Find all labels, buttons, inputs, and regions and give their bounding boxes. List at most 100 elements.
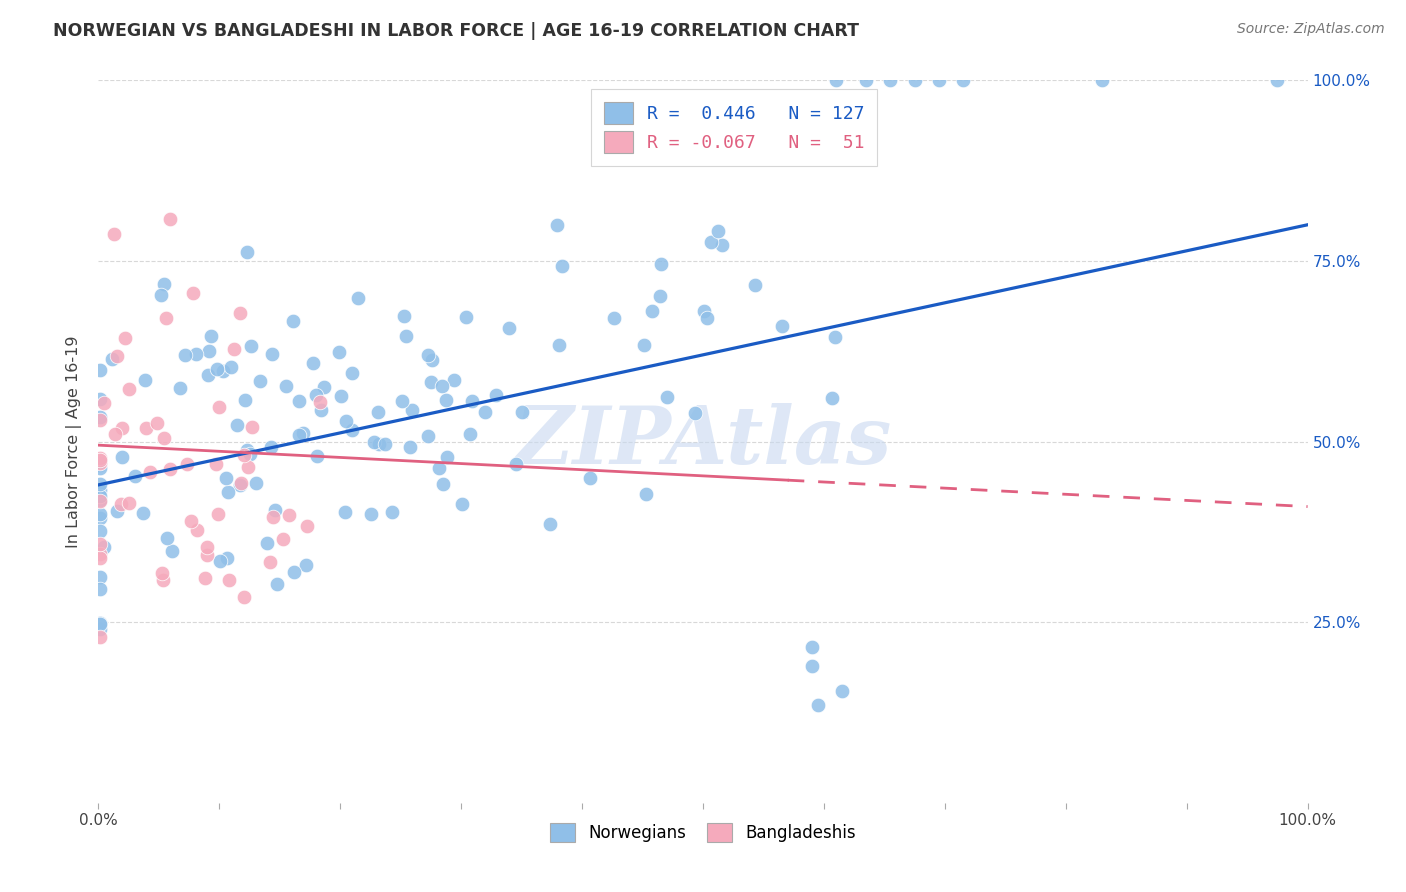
Point	[381, 505, 404, 519]
Point	[110, 497, 132, 511]
Point	[231, 475, 253, 490]
Point	[546, 218, 568, 232]
Point	[633, 337, 655, 351]
Point	[89, 630, 111, 644]
Point	[744, 278, 766, 293]
Point	[89, 413, 111, 427]
Y-axis label: In Labor Force | Age 16-19: In Labor Force | Age 16-19	[66, 335, 83, 548]
Point	[398, 441, 420, 455]
Point	[100, 351, 122, 366]
Point	[340, 366, 363, 380]
Point	[420, 375, 443, 389]
Point	[89, 537, 111, 551]
Point	[236, 244, 259, 259]
Point	[245, 476, 267, 491]
Point	[150, 287, 173, 301]
Point	[222, 342, 245, 356]
Point	[401, 402, 423, 417]
Point	[194, 571, 217, 585]
Point	[153, 431, 176, 445]
Point	[169, 380, 191, 394]
Point	[89, 392, 111, 407]
Point	[114, 331, 136, 345]
Point	[197, 368, 219, 382]
Point	[209, 554, 232, 568]
Point	[207, 361, 229, 376]
Point	[89, 570, 111, 584]
Point	[451, 497, 474, 511]
Point	[1091, 73, 1114, 87]
Point	[226, 418, 249, 433]
Point	[240, 419, 263, 434]
Point	[333, 505, 356, 519]
Point	[800, 658, 823, 673]
Point	[232, 448, 254, 462]
Point	[89, 483, 111, 497]
Point	[443, 373, 465, 387]
Point	[103, 227, 125, 241]
Point	[434, 393, 457, 408]
Point	[104, 426, 127, 441]
Point	[287, 428, 309, 442]
Point	[418, 348, 440, 362]
Point	[150, 566, 173, 581]
Point	[198, 344, 221, 359]
Point	[474, 405, 496, 419]
Point	[547, 337, 569, 351]
Point	[706, 224, 728, 238]
Point	[89, 452, 111, 467]
Point	[105, 349, 128, 363]
Point	[650, 289, 672, 303]
Point	[89, 622, 111, 636]
Point	[374, 437, 396, 451]
Point	[510, 405, 533, 419]
Point	[132, 506, 155, 520]
Point	[107, 504, 129, 518]
Point	[294, 558, 316, 573]
Point	[89, 550, 111, 565]
Point	[93, 540, 115, 554]
Point	[262, 509, 284, 524]
Point	[89, 507, 111, 521]
Point	[277, 508, 299, 522]
Point	[551, 260, 574, 274]
Point	[229, 306, 252, 320]
Point	[271, 532, 294, 546]
Point	[657, 390, 679, 404]
Point	[305, 450, 328, 464]
Point	[195, 548, 218, 562]
Point	[89, 511, 111, 525]
Point	[89, 582, 111, 596]
Point	[89, 476, 111, 491]
Point	[266, 577, 288, 591]
Point	[831, 683, 853, 698]
Point	[89, 492, 111, 507]
Text: Source: ZipAtlas.com: Source: ZipAtlas.com	[1237, 22, 1385, 37]
Point	[174, 348, 197, 362]
Point	[111, 450, 134, 464]
Point	[274, 378, 297, 392]
Point	[118, 382, 141, 396]
Point	[685, 406, 707, 420]
Point	[162, 544, 184, 558]
Point	[215, 471, 238, 485]
Point	[184, 347, 207, 361]
Point	[207, 507, 229, 521]
Point	[328, 345, 350, 359]
Point	[710, 238, 733, 252]
Point	[89, 409, 111, 424]
Point	[89, 617, 111, 632]
Point	[800, 640, 823, 655]
Point	[395, 328, 418, 343]
Point	[363, 435, 385, 450]
Point	[229, 478, 252, 492]
Point	[156, 532, 179, 546]
Point	[118, 495, 141, 509]
Point	[89, 455, 111, 469]
Point	[249, 374, 271, 388]
Text: NORWEGIAN VS BANGLADESHI IN LABOR FORCE | AGE 16-19 CORRELATION CHART: NORWEGIAN VS BANGLADESHI IN LABOR FORCE …	[53, 22, 859, 40]
Point	[233, 393, 256, 408]
Point	[146, 416, 169, 430]
Point	[824, 330, 846, 344]
Point	[335, 414, 357, 428]
